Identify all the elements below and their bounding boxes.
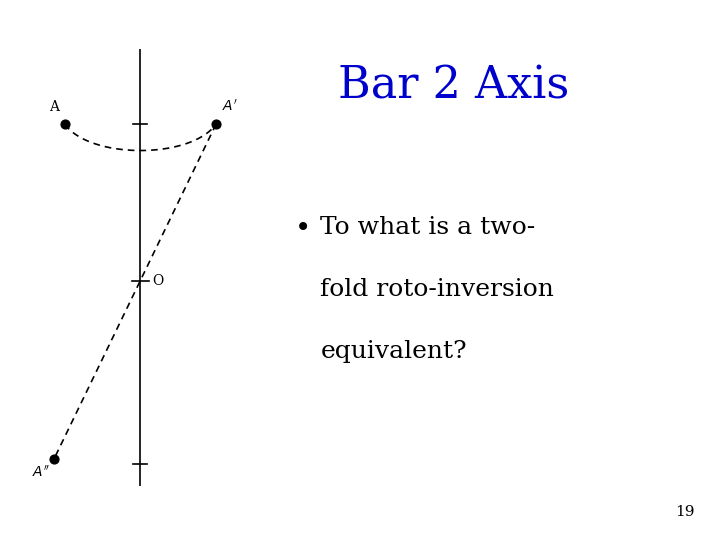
Text: 19: 19 [675,505,695,519]
Text: •: • [295,216,312,243]
Text: $A''$: $A''$ [32,464,50,480]
Point [48,455,60,463]
Text: $A'$: $A'$ [222,99,238,114]
Text: A: A [49,100,59,114]
Point [59,120,71,129]
Text: Bar 2 Axis: Bar 2 Axis [338,65,570,108]
Point [210,120,222,129]
Text: To what is a two-: To what is a two- [320,216,536,239]
Text: fold roto-inversion: fold roto-inversion [320,278,554,301]
Text: O: O [153,274,164,288]
Text: equivalent?: equivalent? [320,340,467,363]
